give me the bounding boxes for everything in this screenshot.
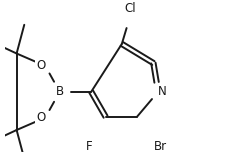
Text: O: O	[36, 111, 45, 124]
Text: F: F	[86, 140, 93, 153]
Text: Cl: Cl	[125, 2, 136, 15]
Text: N: N	[158, 85, 167, 98]
Text: O: O	[36, 59, 45, 72]
Text: Br: Br	[153, 140, 167, 153]
Text: B: B	[56, 85, 64, 98]
